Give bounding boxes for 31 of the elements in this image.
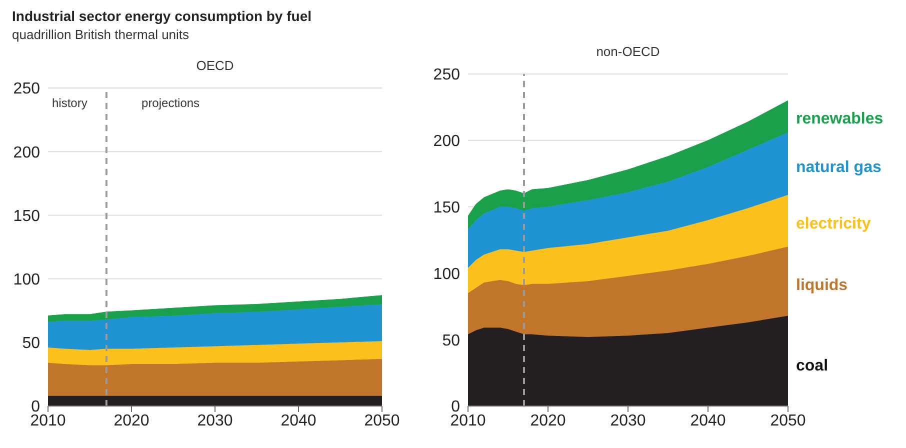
chart-subtitle: quadrillion British thermal units [12, 27, 190, 42]
y-tick-label: 250 [433, 66, 460, 84]
x-tick-label: 2030 [610, 412, 646, 430]
x-tick-label: 2040 [280, 412, 316, 430]
x-tick-label: 2050 [364, 412, 400, 430]
x-tick-label: 2020 [114, 412, 150, 430]
annotation: projections [142, 96, 200, 110]
series-label: coal [796, 358, 828, 375]
chart-title: non-OECD [595, 44, 661, 59]
y-tick-label: 200 [13, 144, 40, 162]
y-tick-label: 150 [13, 208, 40, 225]
x-tick-label: 2010 [450, 412, 486, 430]
y-tick-label: 200 [433, 133, 460, 150]
y-tick-label: 100 [13, 271, 40, 288]
text: OECD [195, 58, 235, 73]
y-tick-label: 100 [433, 266, 460, 283]
x-tick-label: 2010 [30, 412, 66, 430]
y-tick-label: 50 [442, 332, 460, 350]
y-tick-label: 250 [13, 80, 40, 98]
series-label: natural gas [796, 159, 882, 176]
series-label: electricity [796, 216, 871, 233]
y-tick-label: 150 [433, 199, 460, 216]
y-tick-label: 50 [22, 335, 40, 352]
x-tick-label: 2040 [690, 412, 726, 430]
series-label: renewables [796, 110, 884, 128]
series-label: liquids [796, 276, 848, 294]
chart-title: Industrial sector energy consumption by fuel [12, 8, 312, 24]
x-tick-label: 2020 [530, 412, 566, 430]
x-tick-label: 2030 [197, 412, 233, 430]
x-tick-label: 2050 [770, 412, 806, 430]
annotation: history [52, 96, 88, 110]
